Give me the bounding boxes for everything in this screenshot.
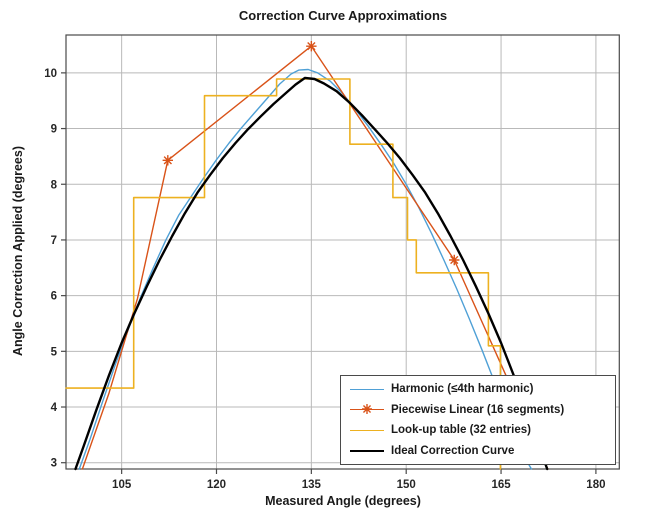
legend-line-sample-ideal (350, 449, 384, 452)
series-ideal-line (74, 76, 549, 471)
x-tick-label-165: 165 (491, 479, 511, 491)
y-tick-label-6: 6 (51, 291, 57, 303)
axes-box (65, 34, 620, 470)
legend-entry-label: Look-up table (32 entries) (391, 424, 531, 437)
legend-line-sample-lut (350, 429, 384, 431)
y-tick-label-10: 10 (44, 68, 57, 80)
legend-entry-label: Ideal Correction Curve (391, 444, 515, 457)
legend-entry-piecewise: Piecewise Linear (16 segments) (341, 400, 615, 420)
legend-entry-label: Harmonic (≤4th harmonic) (391, 383, 534, 396)
y-tick-label-8: 8 (51, 179, 58, 191)
x-tick-label-135: 135 (302, 479, 322, 491)
x-tick-label-150: 150 (397, 479, 416, 491)
y-tick-label-9: 9 (51, 124, 57, 136)
chart-title: Correction Curve Approximations (238, 8, 448, 23)
legend-entry-harmonic: Harmonic (≤4th harmonic) (341, 379, 615, 399)
y-tick-label-3: 3 (51, 458, 57, 470)
y-axis-label: Angle Correction Applied (degrees) (11, 146, 25, 356)
legend-entry-ideal: Ideal Correction Curve (341, 441, 615, 461)
y-tick-label-5: 5 (51, 346, 58, 358)
series-lut-line (65, 78, 502, 470)
x-tick-label-120: 120 (207, 479, 226, 491)
x-tick-label-180: 180 (586, 479, 605, 491)
legend-entry-lut: Look-up table (32 entries) (341, 420, 615, 440)
y-tick-label-4: 4 (51, 402, 58, 414)
legend-entry-label: Piecewise Linear (16 segments) (391, 403, 565, 416)
asterisk-marker-icon-2 (449, 254, 460, 266)
asterisk-marker-icon-1 (306, 40, 317, 52)
legend-line-sample-harmonic (350, 388, 384, 390)
series-harmonic-line (78, 68, 533, 470)
x-axis-label: Measured Angle (degrees) (265, 494, 421, 508)
asterisk-marker-icon-0 (162, 155, 174, 166)
y-tick-label-7: 7 (51, 235, 57, 247)
legend-line-sample-piecewise (350, 404, 384, 415)
asterisk-marker-icon-legend (362, 404, 372, 415)
x-tick-label-105: 105 (112, 479, 132, 491)
legend: Harmonic (≤4th harmonic) Piecewise Linear… (340, 375, 616, 465)
